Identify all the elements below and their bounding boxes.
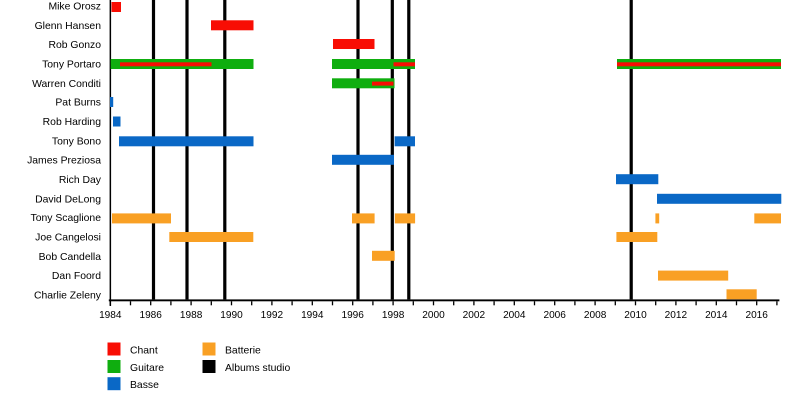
svg-text:2000: 2000 [422,310,445,321]
svg-text:1996: 1996 [341,310,364,321]
svg-text:2012: 2012 [665,310,688,321]
svg-text:Charlie Zeleny: Charlie Zeleny [34,290,102,301]
svg-text:Rich Day: Rich Day [59,175,102,186]
svg-text:Rob Harding: Rob Harding [43,117,102,128]
svg-text:Tony Portaro: Tony Portaro [42,60,101,71]
svg-text:Tony Scaglione: Tony Scaglione [31,213,102,224]
svg-text:Glenn Hansen: Glenn Hansen [35,21,102,32]
svg-text:Guitare: Guitare [130,363,164,374]
svg-text:David DeLong: David DeLong [35,194,101,205]
svg-text:Warren Conditi: Warren Conditi [32,79,101,90]
svg-text:Albums studio: Albums studio [225,363,290,374]
svg-text:1994: 1994 [301,310,324,321]
svg-text:Mike Orosz: Mike Orosz [48,1,101,12]
svg-text:Bob Candella: Bob Candella [39,252,102,263]
svg-text:1992: 1992 [261,310,284,321]
svg-text:1990: 1990 [220,310,243,321]
svg-text:2010: 2010 [624,310,647,321]
svg-text:Pat Burns: Pat Burns [55,98,101,109]
svg-text:Chant: Chant [130,345,158,356]
svg-text:Batterie: Batterie [225,345,261,356]
svg-text:Tony Bono: Tony Bono [52,136,101,147]
svg-text:2004: 2004 [503,310,526,321]
svg-text:2008: 2008 [584,310,607,321]
svg-text:Rob Gonzo: Rob Gonzo [48,40,101,51]
svg-text:Joe Cangelosi: Joe Cangelosi [35,232,101,243]
svg-text:2016: 2016 [745,310,768,321]
svg-text:Dan Foord: Dan Foord [52,271,101,282]
svg-text:Basse: Basse [130,380,159,391]
svg-text:1984: 1984 [99,310,122,321]
svg-text:1998: 1998 [382,310,405,321]
svg-text:1988: 1988 [180,310,203,321]
svg-text:2006: 2006 [543,310,566,321]
svg-text:2002: 2002 [463,310,486,321]
svg-text:James Preziosa: James Preziosa [27,156,101,167]
svg-text:1986: 1986 [139,310,162,321]
svg-text:2014: 2014 [705,310,728,321]
